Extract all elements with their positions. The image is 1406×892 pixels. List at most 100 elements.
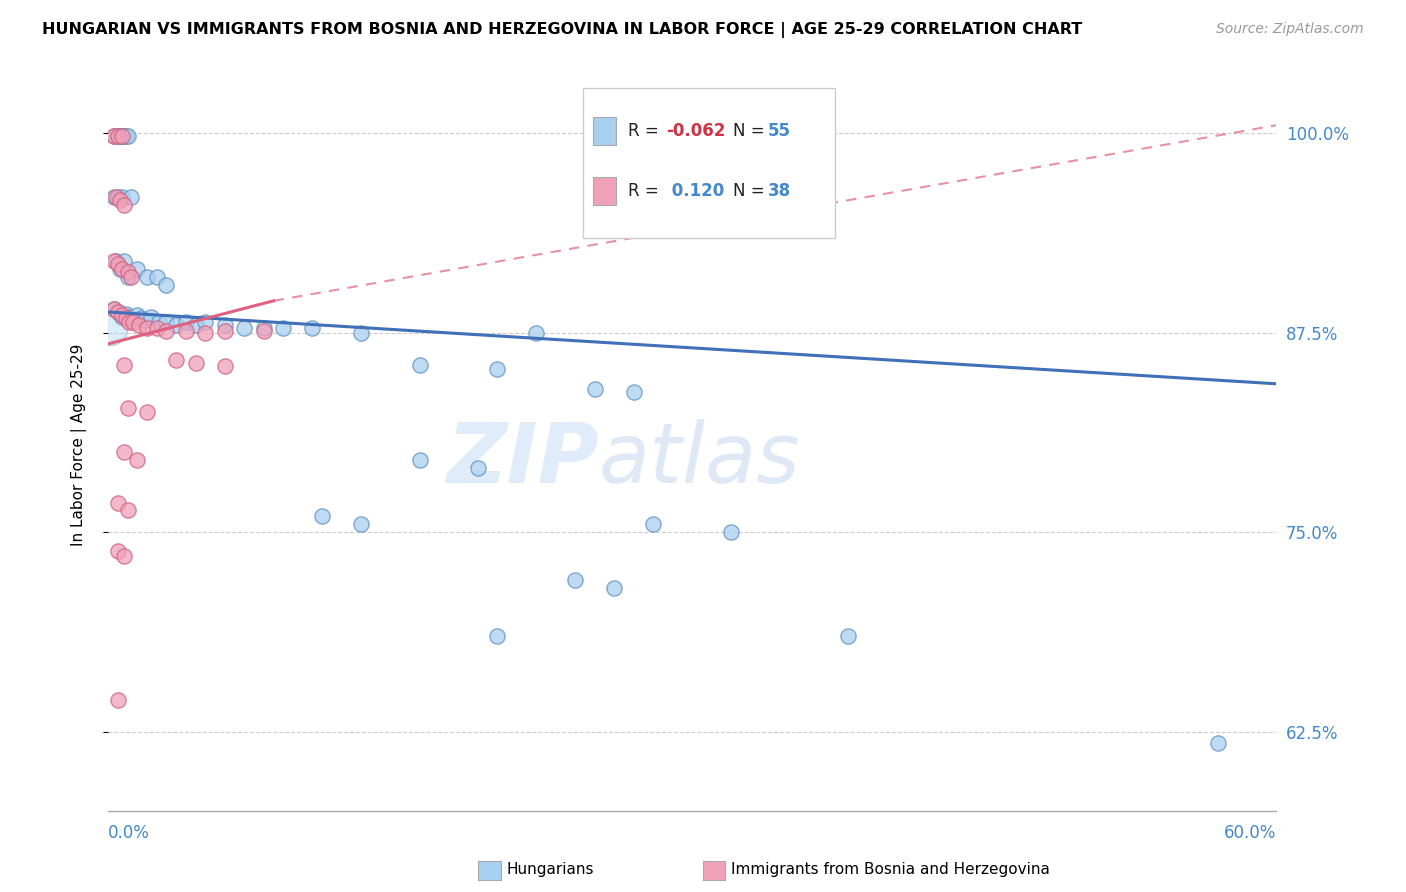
Point (486, 629, 509, 643)
Point (111, 310, 134, 324)
Point (408, 358, 430, 372)
Point (837, 629, 859, 643)
Point (136, 269, 159, 284)
Point (107, 305, 129, 319)
Point (350, 326, 373, 340)
Point (107, 305, 129, 319)
Point (107, 544, 129, 558)
Point (122, 314, 145, 328)
FancyBboxPatch shape (583, 88, 835, 238)
Point (114, 311, 136, 326)
Point (136, 321, 159, 335)
Point (104, 190, 127, 204)
Point (122, 313, 145, 327)
Point (174, 324, 197, 338)
Point (564, 573, 586, 587)
Point (112, 129, 135, 144)
FancyBboxPatch shape (593, 178, 616, 205)
Point (112, 549, 135, 563)
Point (214, 318, 236, 332)
Point (271, 321, 294, 335)
Point (111, 261, 134, 276)
Text: Source: ZipAtlas.com: Source: ZipAtlas.com (1216, 22, 1364, 37)
Point (184, 318, 207, 332)
Point (524, 326, 547, 340)
Point (108, 129, 131, 144)
Point (117, 265, 139, 279)
Point (112, 445, 135, 459)
Point (112, 198, 135, 212)
Point (486, 362, 509, 376)
Point (155, 314, 177, 328)
Point (145, 321, 167, 335)
Y-axis label: In Labor Force | Age 25-29: In Labor Force | Age 25-29 (72, 343, 87, 546)
Point (108, 261, 131, 276)
FancyBboxPatch shape (593, 117, 616, 145)
Point (408, 453, 430, 467)
Point (165, 352, 187, 367)
Point (139, 310, 162, 324)
Point (107, 190, 129, 204)
Point (467, 461, 489, 475)
Point (603, 581, 626, 595)
Point (118, 314, 141, 328)
Point (103, 254, 125, 268)
Point (117, 129, 139, 144)
Point (583, 382, 606, 396)
Point (111, 129, 134, 144)
Point (134, 313, 156, 327)
Point (120, 269, 142, 284)
Text: atlas: atlas (599, 418, 800, 500)
Point (111, 190, 134, 204)
Point (114, 307, 136, 321)
Text: HUNGARIAN VS IMMIGRANTS FROM BOSNIA AND HERZEGOVINA IN LABOR FORCE | AGE 25-29 C: HUNGARIAN VS IMMIGRANTS FROM BOSNIA AND … (42, 22, 1083, 38)
Point (103, 190, 125, 204)
Point (155, 324, 177, 338)
Point (184, 356, 207, 370)
Point (155, 277, 177, 292)
Text: Immigrants from Bosnia and Herzegovina: Immigrants from Bosnia and Herzegovina (731, 863, 1050, 877)
Text: ZIP: ZIP (446, 418, 599, 500)
Point (174, 314, 197, 328)
Point (720, 525, 742, 540)
Point (194, 314, 217, 328)
Text: 60.0%: 60.0% (1223, 824, 1277, 842)
Text: R =: R = (628, 122, 658, 140)
Point (350, 517, 373, 532)
Point (108, 194, 131, 208)
Text: 0.0%: 0.0% (108, 824, 150, 842)
Point (233, 321, 256, 335)
Point (107, 129, 129, 144)
Text: 0.120: 0.120 (666, 182, 724, 200)
Point (127, 308, 149, 322)
Point (301, 321, 323, 335)
Point (165, 318, 187, 332)
Point (112, 254, 135, 268)
Point (148, 314, 170, 328)
Text: 55: 55 (768, 122, 792, 140)
Point (145, 269, 167, 284)
Point (107, 257, 129, 271)
Point (111, 308, 134, 322)
Point (103, 301, 125, 316)
Point (117, 401, 139, 415)
Point (194, 326, 217, 340)
Point (118, 310, 141, 324)
Point (1206, 736, 1229, 750)
Point (117, 269, 139, 284)
Point (103, 301, 125, 316)
Point (253, 321, 276, 335)
Text: N =: N = (733, 182, 765, 200)
Point (128, 318, 150, 332)
Point (120, 190, 142, 204)
Point (127, 261, 149, 276)
Point (98, 321, 121, 335)
Point (127, 453, 149, 467)
Point (253, 324, 276, 338)
Point (114, 129, 136, 144)
Point (107, 496, 129, 510)
Point (643, 517, 665, 532)
Point (107, 692, 129, 706)
Point (117, 503, 139, 517)
Point (111, 129, 134, 144)
